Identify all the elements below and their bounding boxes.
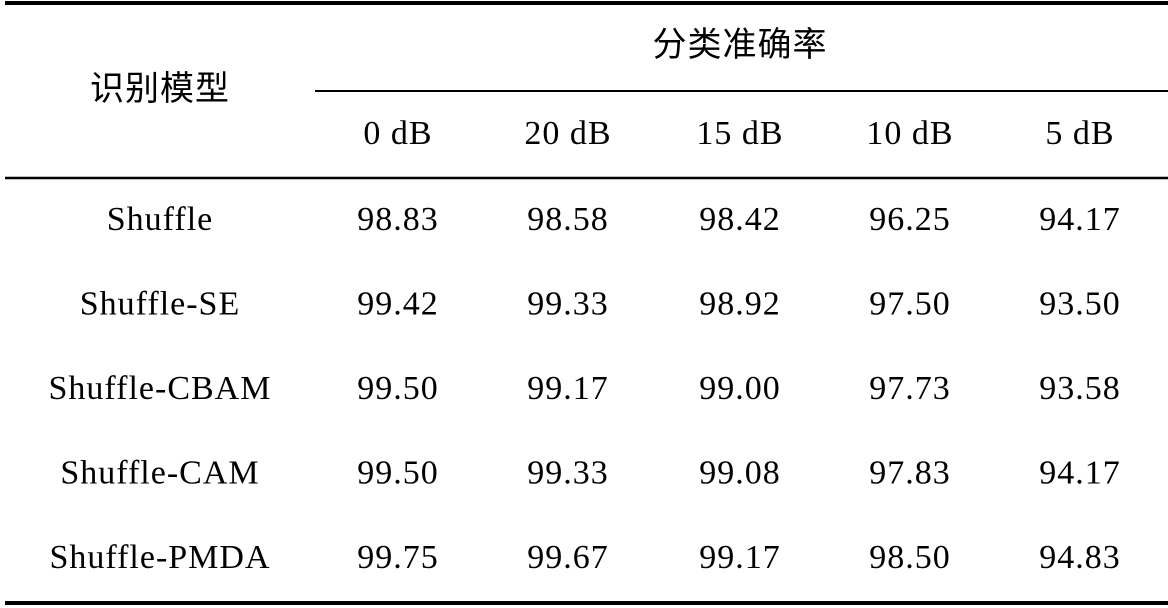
accuracy-cell: 99.50 — [357, 454, 439, 491]
accuracy-cell: 94.17 — [1039, 454, 1121, 491]
model-header: 识别模型 — [90, 70, 230, 108]
accuracy-cell: 99.67 — [527, 539, 609, 576]
accuracy-cell: 93.58 — [1039, 370, 1121, 407]
accuracy-cell: 98.50 — [869, 539, 951, 576]
accuracy-cell: 99.08 — [699, 454, 781, 491]
accuracy-cell: 97.83 — [869, 454, 951, 491]
accuracy-cell: 99.42 — [357, 285, 439, 322]
accuracy-cell: 94.17 — [1039, 201, 1121, 238]
accuracy-cell: 98.92 — [699, 285, 781, 322]
accuracy-cell: 94.83 — [1039, 539, 1121, 576]
model-name: Shuffle — [107, 201, 213, 238]
accuracy-cell: 98.58 — [527, 201, 609, 238]
column-header: 20 dB — [524, 115, 611, 152]
accuracy-cell: 99.75 — [357, 539, 439, 576]
accuracy-cell: 99.17 — [699, 539, 781, 576]
accuracy-cell: 99.50 — [357, 370, 439, 407]
column-header: 15 dB — [696, 115, 783, 152]
accuracy-cell: 99.33 — [527, 454, 609, 491]
column-header: 10 dB — [866, 115, 953, 152]
accuracy-cell: 98.42 — [699, 201, 781, 238]
column-header: 5 dB — [1045, 115, 1114, 152]
model-name: Shuffle-SE — [80, 285, 240, 322]
column-header: 0 dB — [363, 115, 432, 152]
accuracy-cell: 97.50 — [869, 285, 951, 322]
accuracy-cell: 99.33 — [527, 285, 609, 322]
accuracy-cell: 99.00 — [699, 370, 781, 407]
accuracy-cell: 93.50 — [1039, 285, 1121, 322]
model-name: Shuffle-CBAM — [49, 370, 272, 407]
accuracy-cell: 99.17 — [527, 370, 609, 407]
accuracy-cell: 98.83 — [357, 201, 439, 238]
accuracy-cell: 96.25 — [869, 201, 951, 238]
accuracy-cell: 97.73 — [869, 370, 951, 407]
group-header: 分类准确率 — [653, 26, 828, 64]
model-name: Shuffle-CAM — [60, 454, 259, 491]
model-name: Shuffle-PMDA — [49, 539, 270, 576]
